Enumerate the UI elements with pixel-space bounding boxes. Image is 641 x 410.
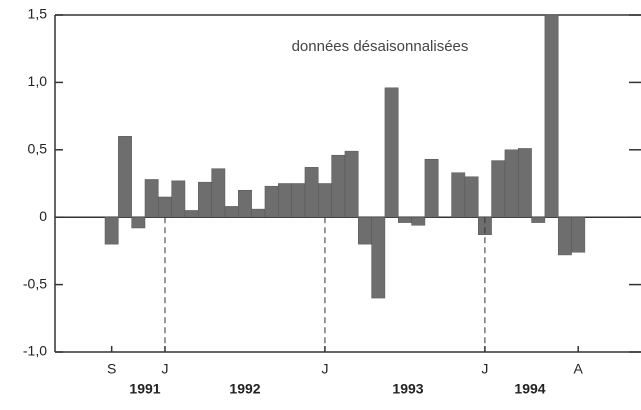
bar xyxy=(198,181,212,218)
bar xyxy=(184,210,199,218)
y-tick-label: 0 xyxy=(39,208,47,224)
x-tick-label: J xyxy=(481,361,488,377)
bar xyxy=(118,136,132,218)
bar xyxy=(571,216,586,253)
bar xyxy=(251,208,266,218)
bar xyxy=(304,167,319,218)
bar xyxy=(291,183,306,218)
bar xyxy=(451,172,466,218)
x-tick-label: J xyxy=(161,361,168,377)
x-tick-label: J xyxy=(321,361,328,377)
bar xyxy=(398,216,412,223)
year-label: 1991 xyxy=(129,381,160,397)
bar xyxy=(171,180,186,218)
x-tick-label: A xyxy=(574,361,584,377)
bar xyxy=(491,160,506,218)
bar xyxy=(264,185,279,218)
year-label: 1994 xyxy=(514,381,545,397)
y-tick-label: 1,5 xyxy=(28,6,48,22)
bar xyxy=(238,189,252,218)
bar xyxy=(211,168,226,218)
bar xyxy=(224,206,239,218)
bar xyxy=(278,183,292,218)
y-tick-label: -1,0 xyxy=(23,343,47,359)
year-label: 1993 xyxy=(392,381,423,397)
bar xyxy=(344,150,359,218)
bar xyxy=(544,14,559,218)
bar xyxy=(158,196,172,218)
y-tick-label: 1,0 xyxy=(28,73,48,89)
bar xyxy=(411,216,426,226)
bar xyxy=(331,154,346,218)
bar xyxy=(464,176,479,218)
bar xyxy=(104,216,119,245)
x-tick-label: S xyxy=(107,361,116,377)
bar xyxy=(517,148,532,218)
bar xyxy=(318,183,332,218)
y-tick-label: -0,5 xyxy=(23,275,47,291)
bar xyxy=(371,216,386,299)
bar xyxy=(131,216,146,229)
bar xyxy=(504,149,519,218)
y-tick-label: 0,5 xyxy=(28,141,48,157)
bar xyxy=(557,216,572,256)
year-label: 1992 xyxy=(229,381,260,397)
bar xyxy=(384,87,399,218)
bar xyxy=(144,179,159,218)
bar xyxy=(531,216,546,223)
bar xyxy=(424,158,439,218)
bar xyxy=(358,216,372,245)
annotation: données désaisonnalisées xyxy=(292,38,469,55)
